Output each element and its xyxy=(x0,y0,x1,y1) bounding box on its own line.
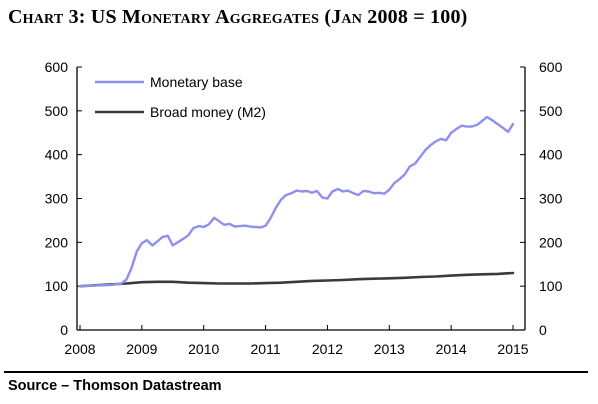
source-note: Source – Thomson Datastream xyxy=(8,378,222,394)
x-tick-label: 2009 xyxy=(126,341,157,357)
x-tick-label: 2014 xyxy=(436,341,467,357)
y-tick-label-left: 100 xyxy=(45,278,69,294)
x-tick-label: 2012 xyxy=(312,341,343,357)
y-tick-label-left: 200 xyxy=(45,234,69,250)
chart-legend: Monetary base Broad money (M2) xyxy=(95,74,266,120)
y-tick-label-left: 0 xyxy=(60,322,68,338)
legend-item-monetary-base-label: Monetary base xyxy=(150,74,243,90)
y-tick-label-right: 600 xyxy=(539,59,563,75)
x-tick-label: 2015 xyxy=(497,341,528,357)
y-tick-label-left: 600 xyxy=(45,59,69,75)
source-divider xyxy=(4,371,588,373)
y-tick-label-right: 400 xyxy=(539,147,563,163)
x-tick-label: 2011 xyxy=(251,341,281,357)
chart-axes xyxy=(76,67,526,331)
y-tick-label-right: 100 xyxy=(539,278,563,294)
chart-ticks: 0 0 100 100 200 200 300 300 400 400 500 500 600 600 20… xyxy=(45,59,563,357)
chart-title: Chart 3: US Monetary Aggregates (Jan 200… xyxy=(8,6,468,28)
y-tick-label-left: 300 xyxy=(45,191,69,207)
y-tick-label-right: 0 xyxy=(539,322,547,338)
series-line-broad-money xyxy=(78,271,515,288)
chart-series xyxy=(78,115,515,288)
y-tick-label-left: 500 xyxy=(45,103,69,119)
legend-item-broad-money-label: Broad money (M2) xyxy=(150,104,266,120)
y-tick-label-right: 500 xyxy=(539,103,563,119)
y-tick-label-right: 300 xyxy=(539,191,563,207)
y-tick-label-right: 200 xyxy=(539,234,563,250)
x-tick-label: 2010 xyxy=(188,341,219,357)
x-tick-label: 2008 xyxy=(64,341,95,357)
y-tick-label-left: 400 xyxy=(45,147,69,163)
x-tick-label: 2013 xyxy=(374,341,405,357)
series-line-monetary-base xyxy=(78,115,515,288)
